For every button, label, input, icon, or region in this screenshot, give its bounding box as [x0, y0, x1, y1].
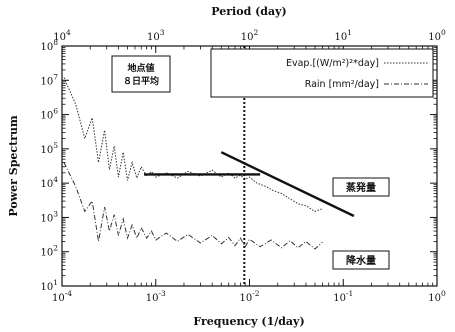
x-axis-title: Frequency (1/day)	[193, 315, 304, 328]
fit-line-slope	[220, 151, 355, 218]
y-tick-label: 105	[40, 141, 58, 156]
top-tick-label: 103	[147, 28, 165, 43]
legend-box	[210, 48, 434, 98]
note-line-2: ８日平均	[123, 75, 159, 87]
top-tick-label: 102	[241, 28, 259, 43]
rain-label: 降水量	[346, 254, 376, 267]
y-tick-label: 102	[40, 244, 58, 259]
x-tick-label: 10-1	[333, 289, 353, 304]
top-tick-label: 100	[428, 28, 446, 43]
y-tick-label: 101	[40, 278, 58, 293]
x-tick-label: 100	[428, 289, 446, 304]
y-axis-title: Power Spectrum	[7, 115, 20, 217]
top-tick-label: 101	[334, 28, 352, 43]
y-tick-label: 108	[40, 38, 58, 53]
top-axis-title: Period (day)	[211, 5, 286, 18]
note-line-1: 地点値	[127, 62, 154, 74]
rain-label-box	[332, 250, 390, 270]
series-line-1	[63, 162, 323, 250]
x-tick-label: 10-2	[239, 289, 259, 304]
y-tick-label: 107	[40, 72, 58, 87]
y-tick-label: 104	[40, 175, 58, 190]
series-line-0	[63, 77, 323, 212]
x-tick-label: 10-3	[146, 289, 166, 304]
legend-label-rain: Rain [mm²/day]	[305, 79, 379, 90]
evap-label: 蒸発量	[346, 181, 376, 194]
legend-label-evap: Evap.[(W/m²)²*day]	[286, 58, 379, 69]
y-tick-label: 106	[40, 107, 58, 122]
top-tick-label: 104	[53, 28, 71, 43]
y-tick-label: 103	[40, 209, 58, 224]
x-tick-label: 10-4	[52, 289, 72, 304]
note-box	[111, 55, 171, 93]
evap-label-box	[332, 177, 390, 197]
